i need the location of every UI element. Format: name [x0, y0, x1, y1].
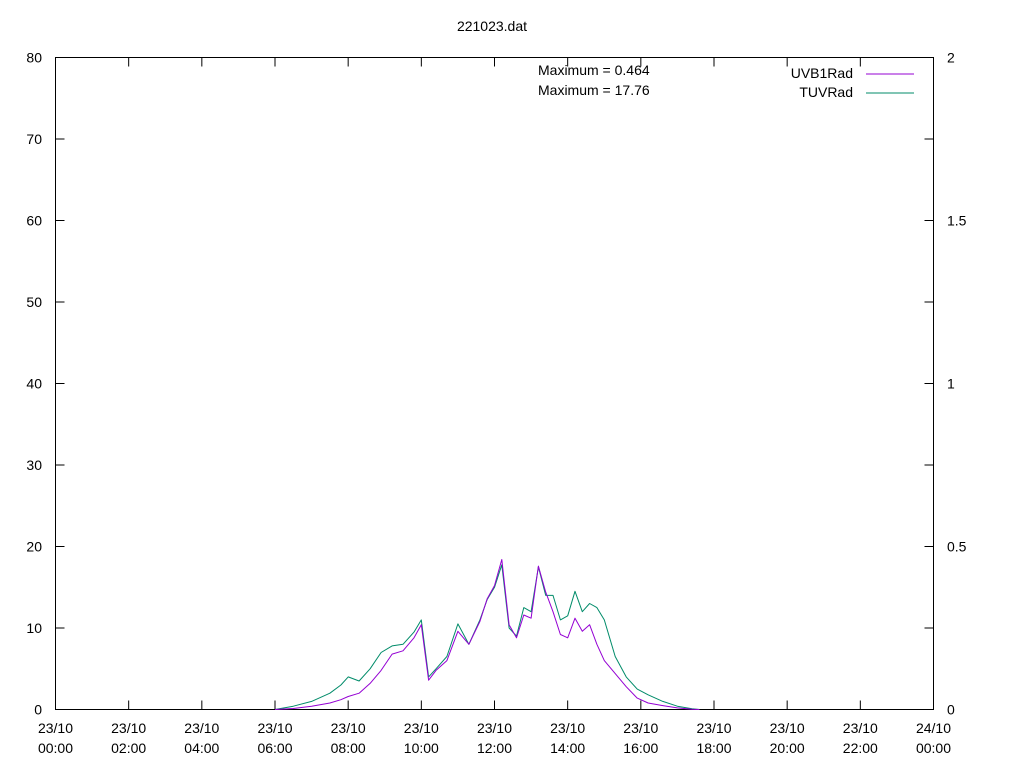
- left-tick-label: 80: [26, 50, 42, 66]
- left-tick-label: 60: [26, 213, 42, 229]
- x-tick-label-time: 18:00: [696, 740, 731, 756]
- x-axis-ticks: 23/10 00:00 23/10 02:00 23/10 04:00 23/10 06:00…: [38, 57, 951, 756]
- left-tick-label: 0: [34, 702, 42, 718]
- series-lines: [274, 559, 700, 710]
- right-axis-ticks: 0 0.5 1 1.5 2: [947, 50, 967, 718]
- legend: UVB1Rad TUVRad: [791, 65, 914, 100]
- x-tick-label-time: 16:00: [623, 740, 658, 756]
- x-tick-label-date: 23/10: [184, 720, 219, 736]
- chart-title: 221023.dat: [457, 18, 527, 34]
- x-tick-label-date: 23/10: [623, 720, 658, 736]
- x-tick-label-time: 22:00: [843, 740, 878, 756]
- right-tick-label: 1: [947, 376, 955, 392]
- x-tick-label-time: 02:00: [111, 740, 146, 756]
- x-tick-label-date: 24/10: [916, 720, 951, 736]
- right-tick-label: 1.5: [947, 213, 967, 229]
- x-tick-label-date: 23/10: [331, 720, 366, 736]
- x-tick-label-date: 23/10: [111, 720, 146, 736]
- right-tick-label: 0: [947, 702, 955, 718]
- x-tick-label-date: 23/10: [257, 720, 292, 736]
- x-tick-label-time: 06:00: [257, 740, 292, 756]
- x-tick-label-time: 00:00: [38, 740, 73, 756]
- left-tick-label: 40: [26, 376, 42, 392]
- plot-frame: [55, 57, 934, 710]
- right-tick-label: 2: [947, 50, 955, 66]
- x-tick-label-time: 08:00: [331, 740, 366, 756]
- series-line-uvb1rad: [274, 559, 700, 710]
- right-tick-label: 0.5: [947, 539, 967, 555]
- annotation-max-tuvrad: Maximum = 17.76: [538, 82, 650, 98]
- left-tick-label: 70: [26, 131, 42, 147]
- x-tick-label-time: 10:00: [404, 740, 439, 756]
- left-tick-label: 50: [26, 294, 42, 310]
- left-axis-ticks: 0 10 20 30 40 50 60 70 80: [26, 50, 934, 718]
- x-tick-label-date: 23/10: [550, 720, 585, 736]
- left-tick-label: 20: [26, 539, 42, 555]
- series-line-tuvrad: [274, 564, 700, 710]
- x-tick-label-date: 23/10: [404, 720, 439, 736]
- x-tick-label-time: 14:00: [550, 740, 585, 756]
- x-tick-label-date: 23/10: [770, 720, 805, 736]
- x-tick-label-time: 12:00: [477, 740, 512, 756]
- x-tick-label-date: 23/10: [38, 720, 73, 736]
- left-tick-label: 10: [26, 620, 42, 636]
- x-tick-label-time: 04:00: [184, 740, 219, 756]
- annotation-max-uvb1rad: Maximum = 0.464: [538, 62, 650, 78]
- left-tick-label: 30: [26, 457, 42, 473]
- x-tick-label-date: 23/10: [843, 720, 878, 736]
- x-tick-label-date: 23/10: [477, 720, 512, 736]
- legend-label-uvb1rad: UVB1Rad: [791, 65, 853, 81]
- x-tick-label-time: 20:00: [770, 740, 805, 756]
- x-tick-label-time: 00:00: [916, 740, 951, 756]
- legend-label-tuvrad: TUVRad: [799, 84, 853, 100]
- x-tick-label-date: 23/10: [696, 720, 731, 736]
